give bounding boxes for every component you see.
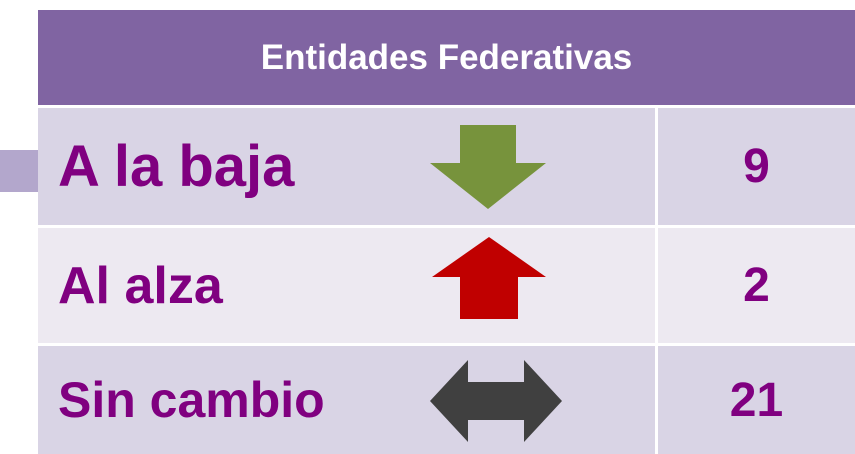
- cell: Al alza: [38, 228, 655, 343]
- decor-square: [0, 150, 38, 192]
- cell: Sin cambio: [38, 346, 655, 454]
- row-value: 9: [658, 108, 855, 225]
- row: A la baja 9: [38, 108, 855, 225]
- left-right-arrow: [430, 360, 562, 442]
- row-value: 2: [658, 228, 855, 343]
- down-arrow: [430, 125, 546, 209]
- row-label: Al alza: [58, 256, 223, 315]
- cell: A la baja: [38, 108, 655, 225]
- row-label: Sin cambio: [58, 372, 325, 428]
- row-value: 21: [658, 346, 855, 454]
- row: Sin cambio 21: [38, 346, 855, 454]
- row-label: A la baja: [58, 134, 295, 199]
- up-arrow: [432, 237, 546, 319]
- header: Entidades Federativas: [38, 10, 855, 105]
- row: Al alza 2: [38, 228, 855, 343]
